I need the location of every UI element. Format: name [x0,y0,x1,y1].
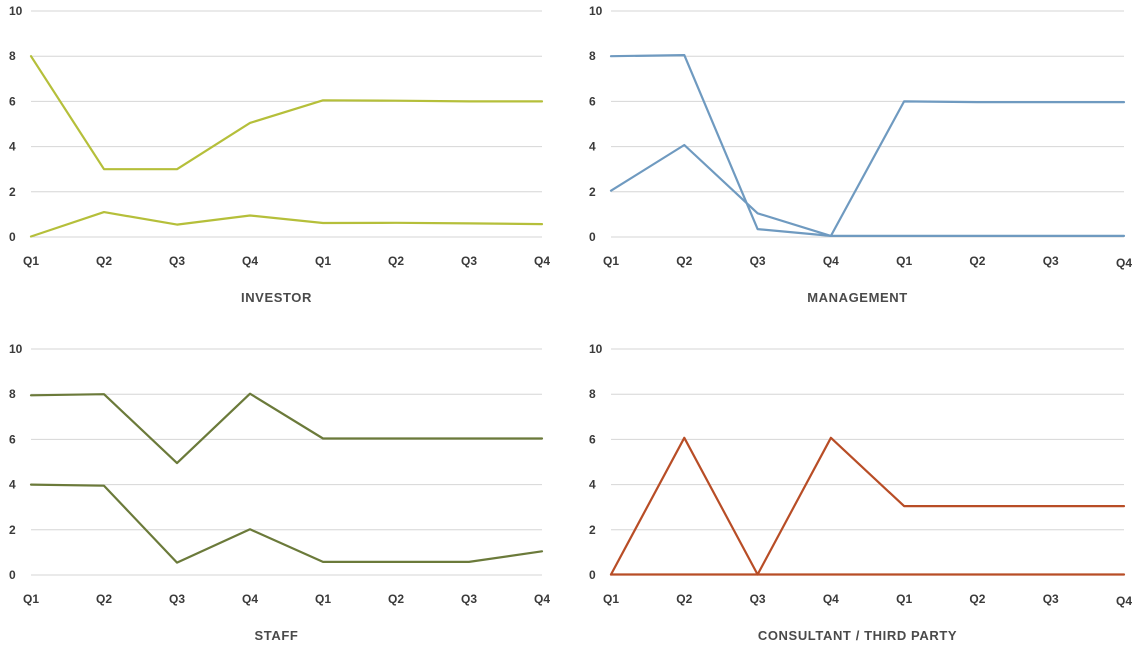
x-tick-label: Q2 [96,254,112,268]
y-tick-label: 8 [589,49,596,63]
x-tick-label: Q3 [461,254,477,268]
series-line-1 [29,55,544,171]
x-tick-label: Q1 [896,254,912,268]
y-tick-label: 2 [9,185,16,199]
chart-title: MANAGEMENT [807,290,908,305]
x-tick-label: Q4 [823,592,839,606]
x-tick-label: Q1 [315,592,331,606]
series-line-2 [29,483,544,564]
y-tick-label: 6 [589,94,596,108]
x-tick-label: Q1 [23,254,39,268]
chart-title: CONSULTANT / THIRD PARTY [758,628,957,643]
y-tick-label: 0 [589,568,596,582]
x-tick-label: Q3 [169,254,185,268]
y-tick-label: 0 [9,568,16,582]
x-tick-label: Q4 [1116,256,1132,270]
x-tick-label: Q2 [388,592,404,606]
y-tick-label: 4 [589,478,596,492]
y-tick-label: 8 [589,387,596,401]
chart-panel-2: 0 2 4 6 8 10 Q1 Q2 Q3 Q4 Q1 Q2 Q3 Q4 MANAGEMENT [589,4,1132,305]
series-line-1 [609,436,1126,576]
y-tick-label: 0 [589,230,596,244]
y-tick-label: 6 [9,94,16,108]
x-tick-label: Q1 [603,592,619,606]
chart-title: INVESTOR [241,290,312,305]
x-tick-label: Q1 [23,592,39,606]
x-tick-label: Q4 [534,592,550,606]
x-tick-label: Q2 [388,254,404,268]
y-tick-label: 8 [9,49,16,63]
x-tick-label: Q1 [315,254,331,268]
x-tick-label: Q3 [461,592,477,606]
y-tick-label: 10 [589,4,603,18]
y-tick-label: 2 [589,185,596,199]
x-tick-label: Q3 [1043,254,1059,268]
x-tick-label: Q1 [896,592,912,606]
chart-title: STAFF [255,628,299,643]
series-line-1 [29,392,544,465]
y-tick-label: 10 [589,342,603,356]
y-tick-label: 6 [9,432,16,446]
x-tick-label: Q2 [969,254,985,268]
chart-panel-1: 0 2 4 6 8 10 Q1 Q2 Q3 Q4 Q1 Q2 Q3 Q4 INVESTOR [9,4,550,305]
x-tick-label: Q3 [750,592,766,606]
y-tick-label: 4 [9,478,16,492]
x-tick-label: Q4 [242,254,258,268]
chart-panel-4: 0 2 4 6 8 10 Q1 Q2 Q3 Q4 Q1 Q2 Q3 Q4 CONSULTANT / THIR… [589,342,1132,643]
y-tick-label: 6 [589,432,596,446]
x-tick-label: Q4 [534,254,550,268]
x-tick-label: Q2 [969,592,985,606]
y-tick-label: 2 [9,523,16,537]
series-line-2 [609,143,1126,237]
x-tick-label: Q3 [1043,592,1059,606]
y-tick-label: 10 [9,4,23,18]
x-tick-label: Q4 [1116,594,1132,608]
x-tick-label: Q2 [676,254,692,268]
x-tick-label: Q1 [603,254,619,268]
y-tick-label: 4 [9,140,16,154]
series-line-1 [609,53,1126,237]
y-tick-label: 8 [9,387,16,401]
x-tick-label: Q3 [169,592,185,606]
chart-panel-3: 0 2 4 6 8 10 Q1 Q2 Q3 Q4 Q1 Q2 Q3 Q4 STAFF [9,342,550,643]
series-line-2 [29,211,544,238]
y-tick-label: 10 [9,342,23,356]
x-tick-label: Q3 [750,254,766,268]
y-tick-label: 4 [589,140,596,154]
x-tick-label: Q2 [676,592,692,606]
x-tick-label: Q4 [823,254,839,268]
y-tick-label: 2 [589,523,596,537]
x-tick-label: Q4 [242,592,258,606]
x-tick-label: Q2 [96,592,112,606]
y-tick-label: 0 [9,230,16,244]
